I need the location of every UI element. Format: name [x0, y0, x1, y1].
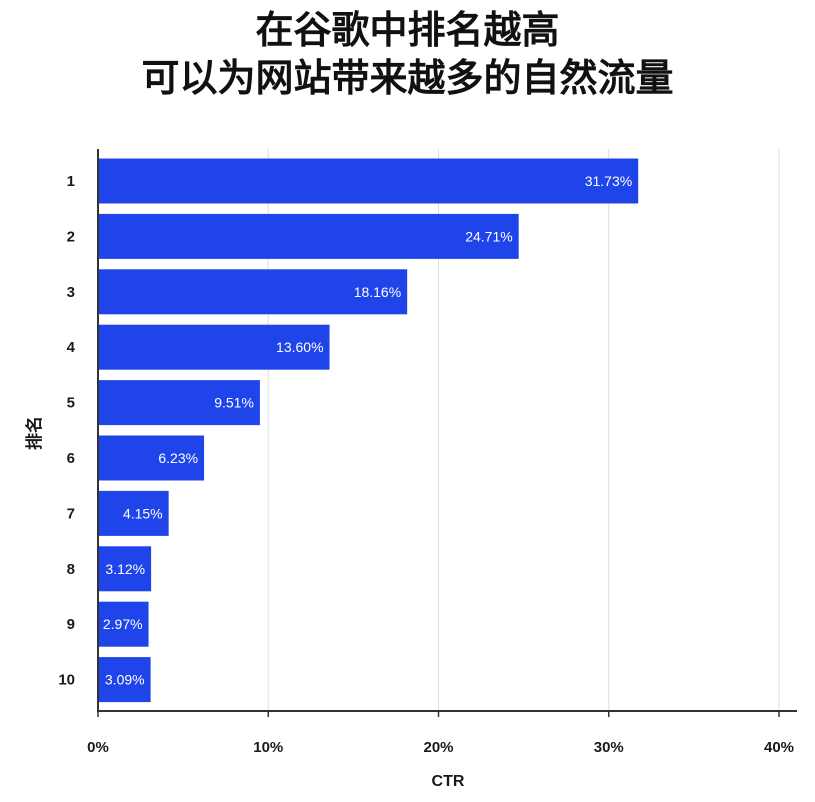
x-tick-label: 0%: [87, 739, 109, 756]
chart-title: 在谷歌中排名越高 可以为网站带来越多的自然流量: [0, 6, 815, 102]
bar: [98, 435, 205, 481]
x-tick-label: 30%: [594, 739, 624, 756]
y-tick-label: 7: [67, 505, 75, 522]
y-tick-labels: 1 2 3 4 5 6 7 8 9 10: [58, 173, 75, 689]
bar: [98, 213, 519, 259]
x-tick-labels: 0% 10% 20% 30% 40%: [87, 711, 794, 756]
y-tick-label: 4: [67, 339, 76, 356]
x-tick-label: 10%: [253, 739, 283, 756]
y-tick-label: 2: [67, 228, 75, 245]
chart-title-line-1: 在谷歌中排名越高: [255, 8, 560, 52]
bar: [98, 269, 408, 315]
bar-value-label: 4.15%: [123, 505, 163, 521]
x-tick-label: 20%: [423, 739, 453, 756]
y-tick-label: 3: [67, 284, 75, 301]
y-tick-label: 9: [67, 616, 75, 633]
x-tick-label: 40%: [764, 739, 794, 756]
bar: [98, 324, 330, 370]
x-axis-title: CTR: [432, 773, 465, 790]
bar-value-label: 2.97%: [103, 616, 143, 632]
y-tick-label: 8: [67, 561, 75, 578]
y-tick-label: 10: [58, 672, 75, 689]
bar: [98, 158, 639, 204]
bar-value-label: 24.71%: [465, 228, 512, 244]
y-tick-label: 5: [67, 395, 75, 412]
bar: [98, 546, 152, 592]
bar-value-label: 13.60%: [276, 339, 323, 355]
chart-title-line-2: 可以为网站带来越多的自然流量: [141, 56, 674, 100]
axes: [97, 149, 797, 712]
bar-value-label: 9.51%: [214, 395, 254, 411]
bar-value-label: 3.12%: [105, 561, 145, 577]
bar: [98, 380, 260, 426]
bar-value-label: 3.09%: [105, 672, 145, 688]
bar: [98, 657, 151, 703]
y-tick-label: 1: [67, 173, 75, 190]
y-tick-label: 6: [67, 450, 75, 467]
bar-value-label: 18.16%: [354, 284, 401, 300]
bar-value-label: 31.73%: [585, 173, 632, 189]
bar-value-label: 6.23%: [158, 450, 198, 466]
bars: 31.73% 24.71% 18.16% 13.60% 9.51% 6.23% 4.15% 3…: [98, 158, 639, 703]
bar: [98, 601, 149, 647]
bar: [98, 490, 169, 536]
y-axis-title: 排名: [24, 416, 45, 450]
